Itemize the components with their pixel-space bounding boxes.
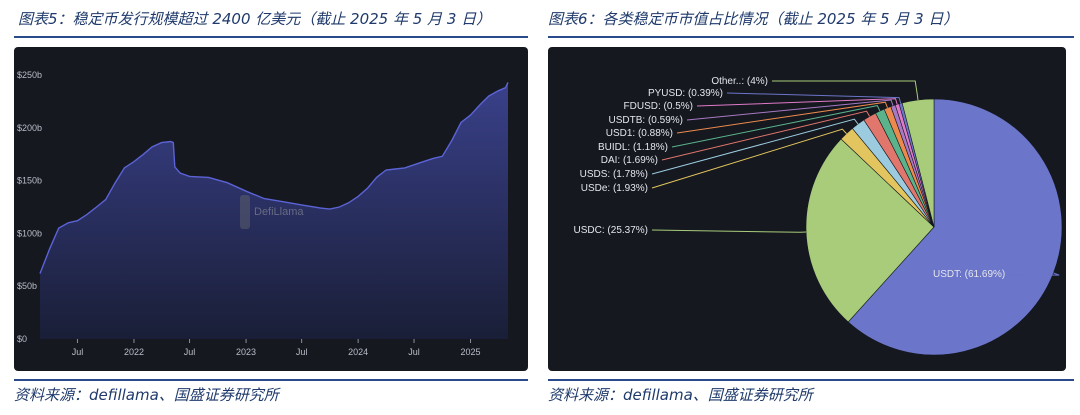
pie-leader-line [671, 105, 881, 148]
pie-leader-line [651, 229, 807, 233]
right-source: 资料来源：defillama、国盛证券研究所 [548, 386, 813, 404]
x-tick-label: Jul [296, 347, 308, 357]
x-tick-label: Jul [72, 347, 84, 357]
pie-leader-line [651, 128, 847, 189]
left-figure-title: 图表5：稳定币发行规模超过 2400 亿美元（截止 2025 年 5 月 3 日… [18, 10, 492, 28]
right-figure-title: 图表6：各类稳定币市值占比情况（截止 2025 年 5 月 3 日） [548, 10, 959, 28]
pie-leader-line [928, 272, 1060, 276]
pie-slice-label: USDT: (61.69%) [933, 269, 1005, 280]
y-tick-label: $100b [17, 228, 42, 238]
pie-slice-label: USDC: (25.37%) [574, 225, 648, 236]
area-fill [40, 82, 508, 340]
pie-leader-line [696, 98, 898, 107]
y-tick-label: $250b [17, 70, 42, 80]
pie-leader-line [726, 92, 902, 104]
pie-chart-box: USDT: (61.69%) USDC: (25.37%) USDe: (1.93%… [548, 47, 1066, 371]
series-line [39, 82, 509, 274]
left-title-rule [14, 36, 528, 38]
y-tick-label: $150b [17, 176, 42, 186]
pie-leader-line [651, 118, 859, 175]
x-tick-label: 2025 [461, 347, 481, 357]
pie-slice-label: DAI: (1.69%) [601, 155, 658, 166]
pie-chart: USDT: (61.69%) USDC: (25.37%) USDe: (1.93%… [574, 76, 1063, 356]
left-figure: 图表5：稳定币发行规模超过 2400 亿美元（截止 2025 年 5 月 3 日… [0, 0, 530, 415]
x-tick-label: 2022 [124, 347, 144, 357]
y-tick-label: $0 [17, 334, 27, 344]
x-tick-label: Jul [408, 347, 420, 357]
left-source: 资料来源：defillama、国盛证券研究所 [14, 386, 279, 404]
area-chart: $0 $50b $100b $150b $200b $250b Jul 2022 Jul 2023… [17, 70, 509, 357]
pie-leader-line [676, 101, 888, 134]
pie-slice-label: USDe: (1.93%) [581, 183, 648, 194]
watermark-text: DefiLlama [254, 206, 304, 218]
y-tick-label: $50b [17, 281, 37, 291]
pie-slice-label: FDUSD: (0.5%) [624, 101, 693, 112]
pie-slice-label: BUIDL: (1.18%) [598, 142, 668, 153]
x-tick-label: 2023 [236, 347, 256, 357]
left-source-rule [14, 379, 528, 381]
watermark-logo-icon [240, 195, 250, 229]
pie-leader-line [686, 99, 894, 121]
right-figure: 图表6：各类稳定币市值占比情况（截止 2025 年 5 月 3 日） USDT:… [548, 0, 1080, 415]
pie-slice [847, 98, 1063, 356]
pie-slice-label: PYUSD: (0.39%) [648, 88, 723, 99]
pie-slice-label: USD1: (0.88%) [606, 128, 673, 139]
right-title-rule [548, 36, 1074, 38]
pie-slice-label: USDS: (1.78%) [580, 169, 648, 180]
pie-slice [901, 98, 935, 228]
line-chart-box: $0 $50b $100b $150b $200b $250b Jul 2022 Jul 2023… [14, 47, 528, 371]
pie-leader-line [772, 80, 919, 101]
pie-slice-label: USDTB: (0.59%) [609, 115, 683, 126]
pie-leader-line [661, 110, 871, 161]
y-tick-label: $200b [17, 123, 42, 133]
x-tick-label: Jul [184, 347, 196, 357]
pie-slice-label: Other..: (4%) [711, 76, 768, 87]
x-tick-label: 2024 [348, 347, 368, 357]
right-source-rule [548, 379, 1074, 381]
